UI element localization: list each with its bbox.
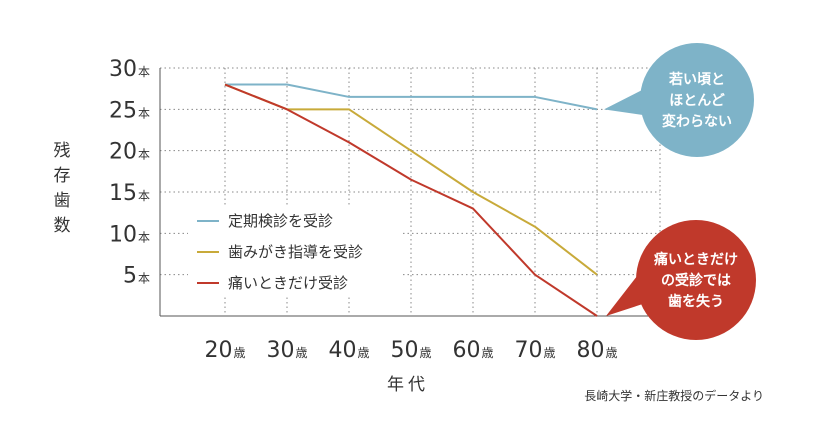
y-tick-label: 5本 bbox=[123, 264, 150, 289]
legend-label: 歯みがき指導を受診 bbox=[228, 243, 363, 261]
y-tick-label: 30本 bbox=[109, 57, 150, 82]
legend-label: 定期検診を受診 bbox=[228, 212, 333, 230]
bubble-tail bbox=[604, 88, 650, 116]
bubble-circle bbox=[636, 220, 756, 340]
x-tick-label: 70歳 bbox=[514, 338, 555, 363]
x-tick-label: 50歳 bbox=[390, 338, 431, 363]
bubble-text-line: 若い頃と bbox=[668, 71, 725, 88]
x-axis-label: 年代 bbox=[387, 375, 429, 395]
bubble-text-line: 痛いときだけ bbox=[653, 251, 738, 268]
source-note: 長崎大学・新庄教授のデータより bbox=[584, 388, 764, 403]
y-tick-label: 20本 bbox=[109, 140, 150, 165]
legend-box bbox=[188, 205, 400, 297]
bubble-text-line: ほとんど bbox=[669, 93, 725, 109]
series-lines bbox=[224, 83, 598, 317]
x-tick-label: 30歳 bbox=[266, 338, 307, 363]
y-axis-label-char: 残 bbox=[54, 141, 71, 161]
series-line-2 bbox=[224, 83, 598, 317]
x-tick-label: 40歳 bbox=[328, 338, 369, 363]
legend-label: 痛いときだけ受診 bbox=[228, 274, 348, 292]
x-tick-label: 20歳 bbox=[204, 338, 245, 363]
y-axis-label-char: 歯 bbox=[54, 191, 71, 211]
y-axis: 30本 25本 20本 15本 10本 5本 bbox=[109, 57, 150, 289]
y-axis-label: 残存歯数 bbox=[54, 141, 71, 236]
y-tick-label: 25本 bbox=[109, 98, 150, 123]
y-tick-label: 10本 bbox=[109, 222, 150, 247]
x-tick-label: 80歳 bbox=[576, 338, 617, 363]
bubble-text-line: 変わらない bbox=[662, 113, 732, 130]
y-tick-label: 15本 bbox=[109, 181, 150, 206]
x-tick-label: 60歳 bbox=[452, 338, 493, 363]
y-axis-label-char: 存 bbox=[54, 166, 71, 186]
series-line-0 bbox=[225, 83, 598, 111]
y-axis-label-char: 数 bbox=[54, 216, 71, 236]
bubble-text-line: の受診では bbox=[661, 272, 731, 289]
x-axis: 20歳 30歳 40歳 50歳 60歳 70歳 80歳 bbox=[204, 338, 617, 363]
bubble-circle bbox=[640, 43, 754, 157]
bubble-text-line: 歯を失う bbox=[668, 293, 724, 310]
